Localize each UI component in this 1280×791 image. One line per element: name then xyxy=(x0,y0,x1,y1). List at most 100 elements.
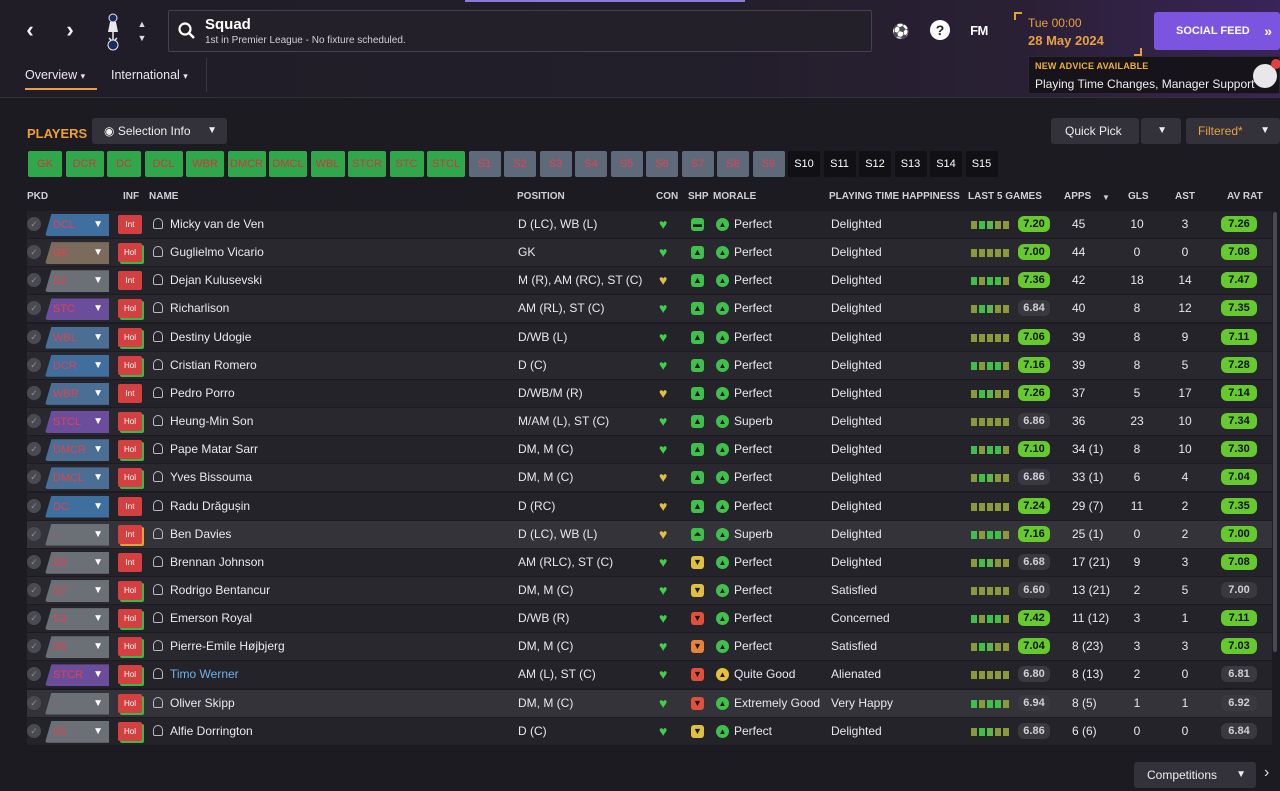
info-badge[interactable]: Int xyxy=(118,496,142,516)
table-row[interactable]: ✓ S6 ▼ Hol Pierre-Emile Højbjerg DM, M (C) ♥ ▼ ▲… xyxy=(27,633,1272,661)
back-arrow-icon[interactable]: ‹ xyxy=(26,17,34,42)
player-name[interactable]: Emerson Royal xyxy=(170,611,253,626)
tab-international[interactable]: International ▾ xyxy=(111,68,188,82)
col-playing-time-happiness[interactable]: PLAYING TIME HAPPINESS xyxy=(829,191,960,202)
scrollbar[interactable] xyxy=(1273,212,1277,652)
position-chip[interactable]: S10 xyxy=(788,151,820,177)
filter-dropdown[interactable]: Filtered* ▼ xyxy=(1186,118,1280,144)
table-row[interactable]: ✓ S5 ▼ Hol Alfie Dorrington D (C) ♥ ▼ ▲ Perfect De… xyxy=(27,717,1272,745)
position-chip[interactable]: S3 xyxy=(539,151,572,177)
table-row[interactable]: ✓ - ▼ Hol Oliver Skipp DM, M (C) ♥ ▼ ▲ Extremely … xyxy=(27,689,1272,717)
player-name[interactable]: Cristian Romero xyxy=(170,357,257,372)
picked-toggle-icon[interactable]: ✓ xyxy=(27,695,41,710)
position-chip[interactable]: S14 xyxy=(930,151,962,177)
picked-toggle-icon[interactable]: ✓ xyxy=(27,554,41,569)
position-slot-dropdown[interactable]: - ▼ xyxy=(45,692,109,715)
position-slot-dropdown[interactable]: STC ▼ xyxy=(45,298,109,321)
info-badge[interactable]: Hol xyxy=(118,468,142,488)
player-name[interactable]: Pierre-Emile Højbjerg xyxy=(170,639,285,654)
position-slot-dropdown[interactable]: S3 ▼ xyxy=(45,608,109,631)
club-switch-icon[interactable]: ▲ ▼ xyxy=(137,19,147,43)
player-name[interactable]: Pedro Porro xyxy=(170,385,235,400)
table-row[interactable]: ✓ S3 ▼ Hol Emerson Royal D/WB (R) ♥ ▼ ▲ Perfect Co… xyxy=(27,605,1272,633)
player-name[interactable]: Timo Werner xyxy=(170,667,239,682)
position-chip[interactable]: DCR xyxy=(65,151,104,177)
position-chip[interactable]: S13 xyxy=(894,151,927,177)
position-chip[interactable]: S2 xyxy=(504,151,536,177)
position-slot-dropdown[interactable]: DMCL ▼ xyxy=(45,467,109,490)
picked-toggle-icon[interactable]: ✓ xyxy=(27,245,41,260)
position-slot-dropdown[interactable]: S5 ▼ xyxy=(45,720,109,743)
position-chip[interactable]: DC xyxy=(107,151,141,177)
player-name[interactable]: Radu Drăgușin xyxy=(170,498,251,513)
picked-toggle-icon[interactable]: ✓ xyxy=(27,301,41,316)
info-badge[interactable]: Int xyxy=(118,524,142,544)
position-chip[interactable]: S12 xyxy=(859,151,891,177)
picked-toggle-icon[interactable]: ✓ xyxy=(27,414,41,429)
position-chip[interactable]: S8 xyxy=(717,151,749,177)
picked-toggle-icon[interactable]: ✓ xyxy=(27,357,41,372)
player-name[interactable]: Rodrigo Bentancur xyxy=(170,582,271,597)
search-bar[interactable]: Squad 1st in Premier League - No fixture… xyxy=(168,10,872,52)
table-row[interactable]: ✓ GK ▼ Hol Guglielmo Vicario GK ♥ ▲ ▲ Perfect Deli… xyxy=(27,239,1272,267)
col-con[interactable]: CON xyxy=(656,191,679,202)
sort-desc-icon[interactable]: ▼ xyxy=(1102,193,1110,202)
info-badge[interactable]: Hol xyxy=(118,693,142,713)
advice-panel[interactable]: NEW ADVICE AVAILABLE Playing Time Change… xyxy=(1028,56,1280,94)
player-name[interactable]: Yves Bissouma xyxy=(170,470,253,485)
help-icon[interactable]: ? xyxy=(930,20,950,40)
col-position[interactable]: POSITION xyxy=(517,191,565,202)
position-chip[interactable]: DCL xyxy=(144,151,183,177)
col-gls[interactable]: GLS xyxy=(1128,191,1149,202)
position-chip[interactable]: GK xyxy=(28,151,62,177)
table-row[interactable]: ✓ - ▼ Int Ben Davies D (LC), WB (L) ♥ ⏶ ▲ Superb D… xyxy=(27,520,1272,548)
position-chip[interactable]: DMCL xyxy=(269,151,307,177)
club-crest-icon[interactable] xyxy=(102,12,124,52)
table-row[interactable]: ✓ STCL ▼ Hol Heung-Min Son M/AM (L), ST (C) ♥ ▲… xyxy=(27,408,1272,436)
date-display[interactable]: Tue 00:00 28 May 2024 xyxy=(1014,12,1142,56)
position-chip[interactable]: STCR xyxy=(348,151,386,177)
position-slot-dropdown[interactable]: - ▼ xyxy=(45,523,109,546)
position-chip[interactable]: S4 xyxy=(575,151,607,177)
info-badge[interactable]: Int xyxy=(118,383,142,403)
position-slot-dropdown[interactable]: S6 ▼ xyxy=(45,636,109,659)
position-chip[interactable]: S1 xyxy=(468,151,501,177)
info-badge[interactable]: Hol xyxy=(118,355,142,375)
info-badge[interactable]: Hol xyxy=(118,299,142,319)
position-chip[interactable]: STC xyxy=(389,151,424,177)
player-name[interactable]: Heung-Min Son xyxy=(170,414,254,429)
info-badge[interactable]: Hol xyxy=(118,665,142,685)
position-slot-dropdown[interactable]: S7 ▼ xyxy=(45,579,109,602)
position-chip[interactable]: S7 xyxy=(681,151,714,177)
info-badge[interactable]: Hol xyxy=(118,243,142,263)
position-slot-dropdown[interactable]: WBR ▼ xyxy=(45,382,109,405)
table-row[interactable]: ✓ DCL ▼ Int Micky van de Ven D (LC), WB (L) ♥ ▬… xyxy=(27,211,1272,238)
col-inf[interactable]: INF xyxy=(123,191,140,202)
position-chip[interactable]: S15 xyxy=(965,151,998,177)
col-last5[interactable]: LAST 5 GAMES xyxy=(968,191,1042,202)
competitions-dropdown[interactable]: Competitions ▼ xyxy=(1134,762,1256,788)
player-name[interactable]: Alfie Dorrington xyxy=(170,723,253,738)
position-slot-dropdown[interactable]: S8 ▼ xyxy=(45,551,109,574)
player-name[interactable]: Guglielmo Vicario xyxy=(170,245,264,260)
table-row[interactable]: ✓ WBL ▼ Hol Destiny Udogie D/WB (L) ♥ ▲ ▲ Perfect… xyxy=(27,323,1272,351)
picked-toggle-icon[interactable]: ✓ xyxy=(27,667,41,682)
picked-toggle-icon[interactable]: ✓ xyxy=(27,498,41,513)
player-name[interactable]: Brennan Johnson xyxy=(170,554,265,569)
info-badge[interactable]: Hol xyxy=(118,637,142,657)
picked-toggle-icon[interactable]: ✓ xyxy=(27,329,41,344)
table-row[interactable]: ✓ STCR ▼ Hol Timo Werner AM (L), ST (C) ♥ ▼ ▲ Qui… xyxy=(27,661,1272,689)
picked-toggle-icon[interactable]: ✓ xyxy=(27,723,41,738)
col-apps[interactable]: APPS xyxy=(1064,191,1092,202)
player-name[interactable]: Oliver Skipp xyxy=(170,695,235,710)
table-row[interactable]: ✓ DMCR ▼ Hol Pape Matar Sarr DM, M (C) ♥ ▲ ▲ Perf… xyxy=(27,436,1272,464)
chevron-right-icon[interactable]: › xyxy=(1264,764,1270,781)
position-chip[interactable]: S9 xyxy=(752,151,785,177)
position-slot-dropdown[interactable]: STCL ▼ xyxy=(45,411,109,434)
player-name[interactable]: Dejan Kulusevski xyxy=(170,273,263,288)
col-pkd[interactable]: PKD xyxy=(27,191,49,202)
picked-toggle-icon[interactable]: ✓ xyxy=(27,442,41,457)
info-badge[interactable]: Int xyxy=(118,215,142,234)
position-slot-dropdown[interactable]: GK ▼ xyxy=(45,242,109,265)
table-row[interactable]: ✓ STC ▼ Hol Richarlison AM (RL), ST (C) ♥ ▲ ▲ Per… xyxy=(27,295,1272,323)
